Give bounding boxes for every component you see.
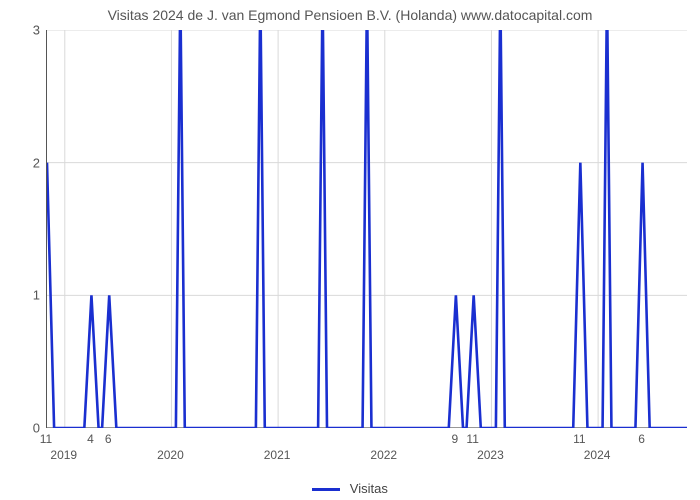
xtick-month-label: 6	[638, 432, 645, 446]
xtick-month-label: 9	[452, 432, 459, 446]
chart-title: Visitas 2024 de J. van Egmond Pensioen B…	[0, 7, 700, 23]
plot-area	[46, 30, 686, 428]
xtick-month-label: 11	[466, 432, 478, 446]
xtick-month-label: 4	[87, 432, 94, 446]
legend-label: Visitas	[350, 481, 388, 496]
legend-swatch	[312, 488, 340, 491]
chart-container: Visitas 2024 de J. van Egmond Pensioen B…	[0, 0, 700, 500]
xtick-year-label: 2024	[584, 448, 611, 462]
line-chart-svg	[47, 30, 687, 428]
series-line-visitas	[47, 30, 687, 428]
ytick-label: 3	[33, 23, 40, 38]
legend: Visitas	[0, 481, 700, 496]
xtick-year-label: 2022	[370, 448, 397, 462]
xtick-month-label: 11	[40, 432, 52, 446]
xtick-year-label: 2019	[50, 448, 77, 462]
ytick-label: 1	[33, 288, 40, 303]
xtick-year-label: 2021	[264, 448, 291, 462]
xtick-year-label: 2020	[157, 448, 184, 462]
ytick-label: 2	[33, 155, 40, 170]
xtick-month-label: 6	[105, 432, 112, 446]
xtick-year-label: 2023	[477, 448, 504, 462]
xtick-month-label: 11	[573, 432, 585, 446]
